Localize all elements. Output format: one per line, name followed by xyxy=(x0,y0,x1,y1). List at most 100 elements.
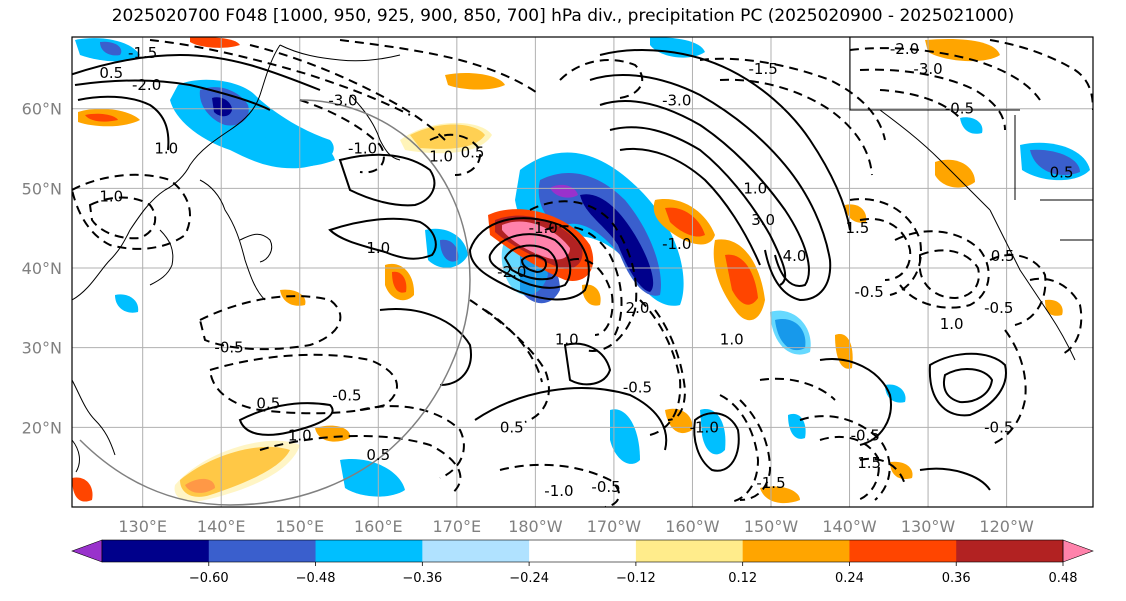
coastlines xyxy=(72,37,1093,473)
contour-label: -0.5 xyxy=(214,339,243,357)
colorbar-tick-label: −0.60 xyxy=(189,571,229,586)
shade-orange-900-470 xyxy=(890,461,913,480)
colorbar-tick-label: −0.36 xyxy=(402,571,442,586)
contour-label: -0.5 xyxy=(851,426,880,444)
divergence-contours xyxy=(72,39,1093,507)
lon-tick-label: 140°E xyxy=(197,517,246,536)
shade-blue-top-left2 xyxy=(100,41,122,56)
lon-tick-label: 160°E xyxy=(354,517,403,536)
lon-tick-label: 180°W xyxy=(508,517,563,536)
contour-label: 1.0 xyxy=(940,315,964,333)
shade-blue-120-300 xyxy=(115,294,139,313)
colorbar-tick-label: −0.12 xyxy=(616,571,656,586)
contour-label: 2.0 xyxy=(626,299,650,317)
shade-blue-460 xyxy=(340,459,405,497)
shade-orange-1050-310 xyxy=(1045,299,1063,316)
contour-label: -0.5 xyxy=(855,283,884,301)
grid-lines xyxy=(72,37,1093,507)
lon-tick-label: 160°W xyxy=(665,517,720,536)
shade-orange-840-350 xyxy=(835,334,853,369)
contour-label: -0.5 xyxy=(623,379,652,397)
colorbar-segment xyxy=(208,540,317,562)
shade-pink-core xyxy=(502,221,570,260)
colorbar-extend-min xyxy=(71,539,103,563)
contour-label: 0.5 xyxy=(99,64,123,82)
longitude-labels: 130°E 140°E 150°E 160°E 170°E 180°W 170°W 160°W… xyxy=(118,517,1034,536)
contour-label: -3.0 xyxy=(662,92,691,110)
shade-lblue-se xyxy=(770,310,811,355)
lon-tick-label: 150°E xyxy=(275,517,324,536)
contour-label: 1.0 xyxy=(154,140,178,158)
colorbar-segment xyxy=(742,540,850,562)
contour-label: -1.0 xyxy=(690,418,719,436)
contour-label: 1.0 xyxy=(720,331,744,349)
shade-dblue-north-japan xyxy=(212,97,232,117)
colorbar-segment xyxy=(849,540,957,562)
contour-label: 4.0 xyxy=(783,247,807,265)
contour-label: -2.0 xyxy=(132,76,161,94)
contour-label: 1.0 xyxy=(429,147,453,165)
shade-orange-780-495 xyxy=(760,486,800,504)
shade-orange-top-right xyxy=(925,38,1000,62)
lat-tick-label: 30°N xyxy=(22,339,62,358)
contour-label: -2.0 xyxy=(497,263,526,281)
lat-tick-label: 20°N xyxy=(22,418,62,437)
shade-red-75-490 xyxy=(72,477,93,502)
contour-label: 1.5 xyxy=(845,219,869,237)
shade-red-400-280 xyxy=(392,271,407,293)
colorbar-segment xyxy=(102,540,210,562)
lon-tick-label: 140°W xyxy=(822,517,877,536)
contour-label: 0.5 xyxy=(991,247,1015,265)
plot-frame xyxy=(71,36,1094,508)
colorbar-frame xyxy=(101,539,1064,563)
contour-label: -0.5 xyxy=(332,386,361,404)
contour-label: -1.0 xyxy=(529,219,558,237)
shade-blue-715-440 xyxy=(700,409,726,455)
contour-label: -2.0 xyxy=(890,40,919,58)
lon-tick-label: 130°W xyxy=(901,517,956,536)
contour-label: -1.0 xyxy=(544,482,573,500)
contour-label: -3.0 xyxy=(913,60,942,78)
colorbar-segment xyxy=(422,540,530,562)
lon-tick-label: 120°W xyxy=(979,517,1034,536)
colorbar-extend-max xyxy=(1062,539,1094,563)
shade-orange-460-80 xyxy=(445,73,505,90)
shade-blue-270 xyxy=(250,136,335,167)
shade-yellow-kamchatka xyxy=(400,122,492,154)
lon-tick-label: 170°W xyxy=(587,517,642,536)
contour-label: 0.5 xyxy=(256,394,280,412)
shade-red-topleft xyxy=(85,113,118,122)
colorbar-segment xyxy=(315,540,423,562)
shade-blue-965-120 xyxy=(960,117,983,134)
shade-red-700-260 xyxy=(665,207,705,237)
contour-label: -0.5 xyxy=(984,299,1013,317)
contour-label: 1.0 xyxy=(555,331,579,349)
colorbar-tick-label: 0.36 xyxy=(942,571,971,586)
contour-label: -0.5 xyxy=(591,478,620,496)
contour-label: 3.0 xyxy=(751,211,775,229)
lon-tick-label: 170°E xyxy=(433,517,482,536)
chart-title: 2025020700 F048 [1000, 950, 925, 900, 85… xyxy=(111,6,1015,26)
contour-labels: 0.5 -2.0 1.0 1.0 -3.0 -1.0 1.0 0.5 1.0 -0.5 -0.5 0.… xyxy=(99,40,1073,500)
precipitation-shading xyxy=(72,37,1090,504)
contour-label: -0.5 xyxy=(984,418,1013,436)
contour-label: -3.0 xyxy=(328,92,357,110)
shade-blue-885-390 xyxy=(885,384,906,403)
contour-label: 0.5 xyxy=(500,418,524,436)
colorbar-tick-label: 0.24 xyxy=(835,571,864,586)
colorbar-tick-label: 0.12 xyxy=(728,571,757,586)
contour-label: -1.0 xyxy=(348,140,377,158)
shade-orange-330-430 xyxy=(315,425,351,442)
colorbar-tick-label: −0.48 xyxy=(296,571,336,586)
contour-label: -1.5 xyxy=(748,60,777,78)
colorbar-segment xyxy=(635,540,744,562)
shade-red-730-290 xyxy=(725,254,758,305)
shade-orange-590-295 xyxy=(582,284,601,306)
contour-label: -1.5 xyxy=(756,474,785,492)
contour-label: 0.5 xyxy=(461,144,485,162)
contour-label: 1.0 xyxy=(99,187,123,205)
shade-blue-800-425 xyxy=(788,413,806,439)
contour-label: -1.5 xyxy=(128,44,157,62)
lat-tick-label: 40°N xyxy=(22,259,62,278)
